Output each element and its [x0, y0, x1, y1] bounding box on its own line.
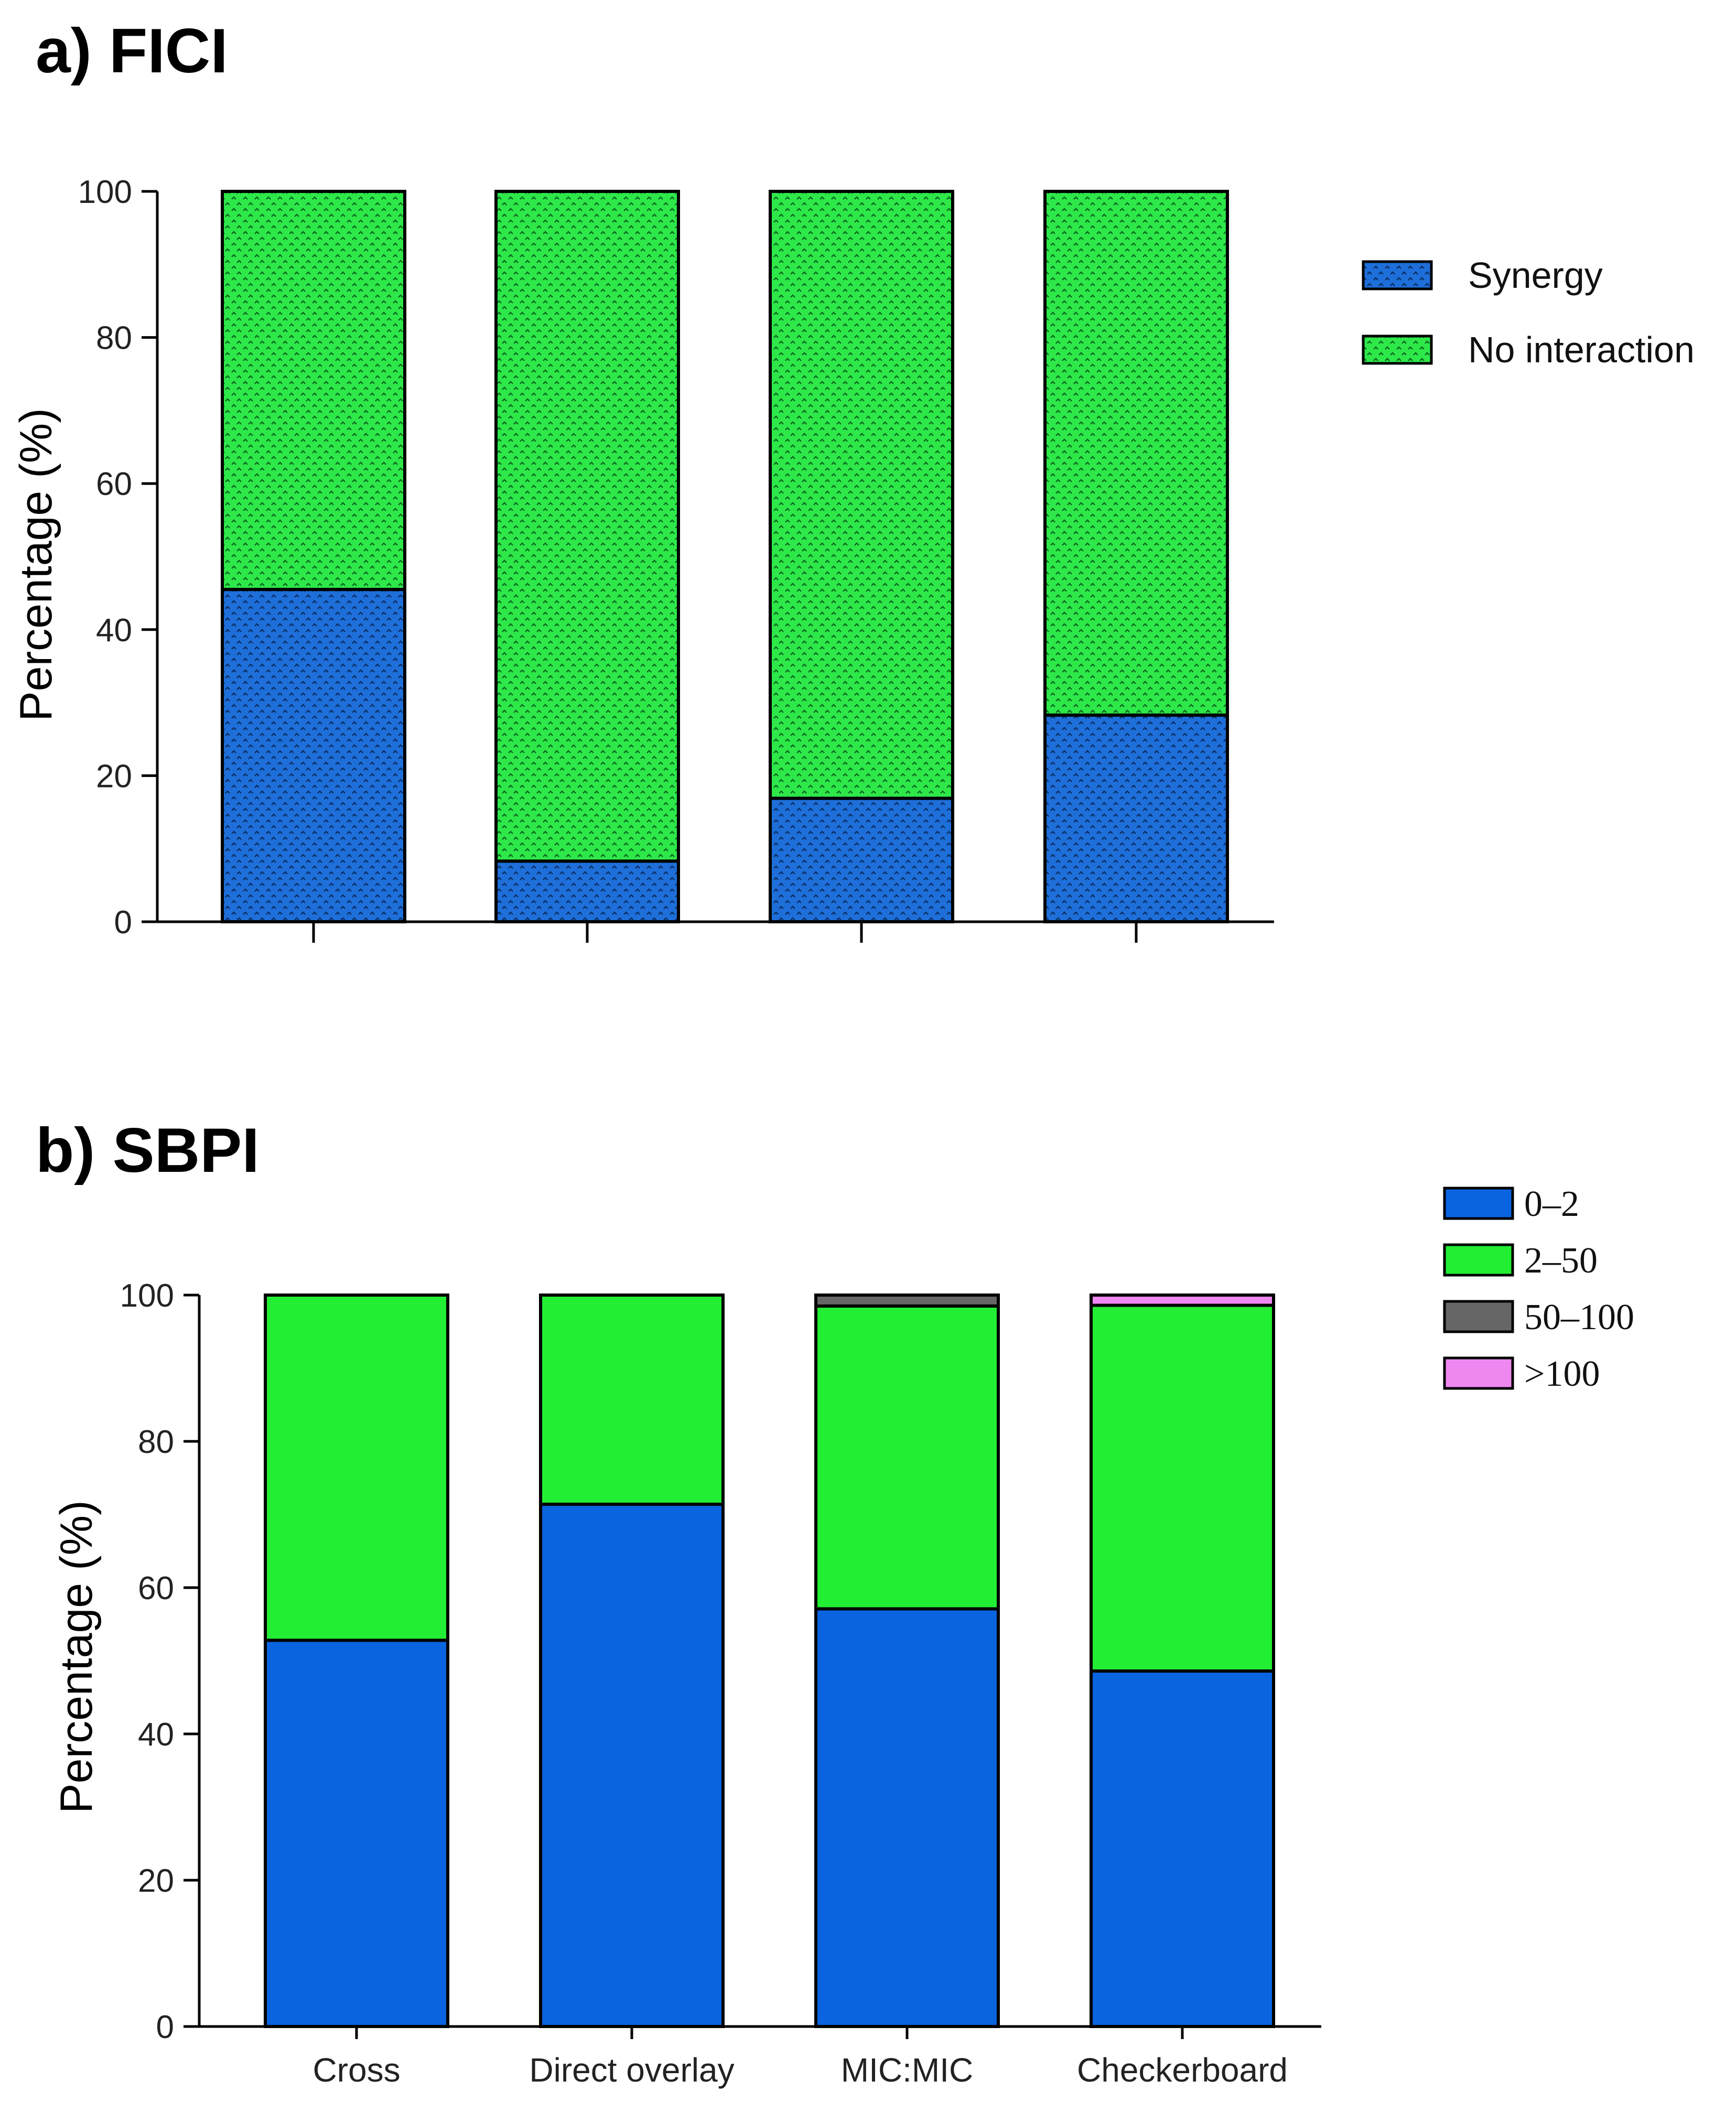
- panel-a-y-tick-label: 20: [96, 758, 132, 794]
- panel-b-y-tick-label: 0: [156, 2009, 174, 2045]
- panel-sbpi: b) SBPI Percentage (%) 0 20 40 60 80 100 Cros…: [36, 1115, 1634, 2089]
- panel-b-legend: 0–2 2–50 50–100 >100: [1443, 1184, 1634, 1394]
- panel-a-bar-segment: [494, 190, 680, 863]
- panel-a-bar-segment: [221, 588, 406, 924]
- panel-b-legend-swatch: [1443, 1187, 1514, 1220]
- panel-b-legend-swatch: [1443, 1356, 1514, 1390]
- panel-b-bar-stack: [814, 1293, 1000, 2029]
- panel-a-legend-swatch: [1362, 260, 1433, 290]
- panel-a-x-axis: [157, 920, 1274, 943]
- panel-b-legend-label: 0–2: [1524, 1184, 1579, 1224]
- panel-a-y-tick-label: 80: [96, 320, 132, 357]
- panel-a-bar-segment: [769, 190, 954, 800]
- panel-b-bar-segment: [814, 1607, 1000, 2029]
- panel-b-legend-swatch: [1443, 1243, 1514, 1277]
- panel-b-bar-segment: [814, 1304, 1000, 1611]
- panel-a-title: a) FICI: [36, 16, 228, 86]
- panel-a-y-tick-label: 60: [96, 466, 132, 502]
- panel-b-bars: [264, 1293, 1275, 2029]
- panel-a-legend: Synergy No interaction: [1362, 255, 1695, 370]
- panel-fici: a) FICI Percentage (%) 0 20 40 60 80 100 Syne…: [11, 16, 1695, 943]
- panel-b-legend-swatch: [1443, 1300, 1514, 1333]
- panel-a-bar-segment: [221, 190, 406, 591]
- panel-b-bar-segment: [264, 1293, 449, 1642]
- panel-b-bar-stack: [1090, 1293, 1275, 2028]
- panel-b-category-label: MIC:MIC: [841, 2051, 973, 2089]
- panel-b-x-axis: Cross Direct overlay MIC:MIC Checkerboard: [199, 2025, 1321, 2089]
- panel-b-bar-stack: [264, 1293, 449, 2028]
- panel-b-category-label: Cross: [312, 2051, 400, 2089]
- panel-a-bar-segment: [1043, 190, 1229, 717]
- panel-a-y-tick-label: 100: [78, 174, 132, 210]
- panel-b-bar-segment: [814, 1293, 1000, 1308]
- panel-b-bar-segment: [264, 1639, 449, 2028]
- panel-b-legend-label: 2–50: [1524, 1241, 1598, 1281]
- panel-b-bar-segment: [539, 1293, 725, 1506]
- panel-b-y-axis: 0 20 40 60 80 100: [120, 1278, 201, 2045]
- panel-b-legend-label: >100: [1524, 1354, 1600, 1394]
- panel-b-bar-segment: [1090, 1293, 1275, 1307]
- panel-b-y-tick-label: 40: [138, 1717, 174, 1753]
- panel-a-y-tick-label: 0: [114, 904, 132, 941]
- panel-a-legend-swatch: [1362, 335, 1433, 365]
- panel-a-bar-segment: [494, 859, 680, 923]
- panel-b-y-tick-label: 20: [138, 1863, 174, 1899]
- panel-b-bar-segment: [1090, 1303, 1275, 1673]
- panel-b-y-tick-label: 80: [138, 1424, 174, 1460]
- panel-a-bar-stack: [1043, 190, 1229, 923]
- panel-a-bar-stack: [221, 190, 406, 924]
- panel-a-bar-stack: [769, 190, 954, 924]
- panel-a-bar-segment: [769, 796, 954, 924]
- panel-b-category-label: Direct overlay: [529, 2051, 734, 2089]
- panel-b-y-axis-label: Percentage (%): [51, 1500, 102, 1814]
- panel-b-legend-label: 50–100: [1524, 1297, 1634, 1338]
- panel-a-bar-stack: [494, 190, 680, 923]
- panel-b-bar-stack: [539, 1293, 725, 2028]
- panel-a-legend-label: No interaction: [1468, 329, 1695, 370]
- panel-a-bars: [221, 190, 1229, 924]
- panel-a-y-tick-label: 40: [96, 612, 132, 649]
- panel-b-bar-segment: [1090, 1669, 1275, 2028]
- panel-a-y-axis-label: Percentage (%): [11, 408, 61, 721]
- panel-a-y-axis: 0 20 40 60 80 100: [78, 174, 159, 941]
- panel-b-y-tick-label: 100: [120, 1278, 174, 1314]
- panel-b-title: b) SBPI: [36, 1115, 260, 1185]
- panel-b-y-tick-label: 60: [138, 1570, 174, 1607]
- panel-a-bar-segment: [1043, 713, 1229, 923]
- panel-b-category-label: Checkerboard: [1077, 2051, 1288, 2089]
- panel-a-legend-label: Synergy: [1468, 255, 1603, 296]
- panel-b-bar-segment: [539, 1502, 725, 2028]
